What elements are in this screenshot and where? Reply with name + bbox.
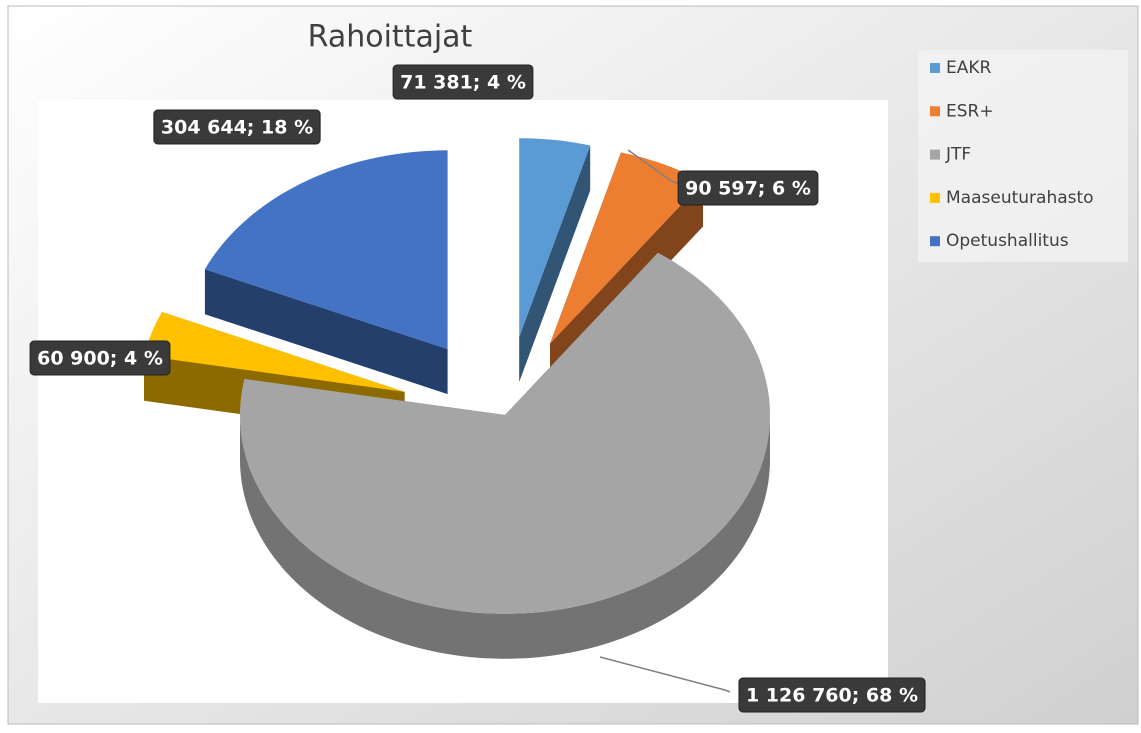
legend-swatch (930, 236, 940, 247)
data-label-box (29, 340, 171, 376)
legend-label: Opetushallitus (946, 231, 1069, 251)
data-label-box (738, 677, 926, 713)
legend-swatch (930, 149, 940, 160)
legend-label: JTF (945, 145, 971, 165)
data-label-box (392, 64, 534, 100)
legend-box (918, 50, 1128, 262)
data-label: 304 644; 18 % (161, 117, 313, 139)
slice (144, 312, 405, 392)
slice (519, 138, 591, 337)
slice-side (204, 269, 448, 395)
data-label: 1 126 760; 68 % (746, 685, 918, 707)
slice (204, 150, 448, 350)
data-label: 90 597; 6 % (685, 178, 811, 200)
legend-label: ESR+ (946, 101, 994, 121)
legend-label: EAKR (946, 58, 992, 78)
data-label: 60 900; 4 % (37, 348, 163, 370)
legend-swatch (930, 63, 940, 73)
slice-side (240, 415, 770, 659)
leader-line (599, 656, 731, 693)
leader-line (627, 149, 681, 186)
slice (550, 152, 703, 344)
legend-swatch (930, 192, 940, 203)
slice-side (519, 145, 591, 382)
data-label: 71 381; 4 % (400, 72, 526, 94)
data-label-box (153, 109, 321, 145)
chart-title: Rahoittajat (308, 20, 473, 55)
legend-label: Maaseuturahasto (946, 188, 1094, 208)
data-label-box (677, 170, 819, 206)
slice (240, 252, 770, 614)
legend-swatch (930, 106, 940, 117)
